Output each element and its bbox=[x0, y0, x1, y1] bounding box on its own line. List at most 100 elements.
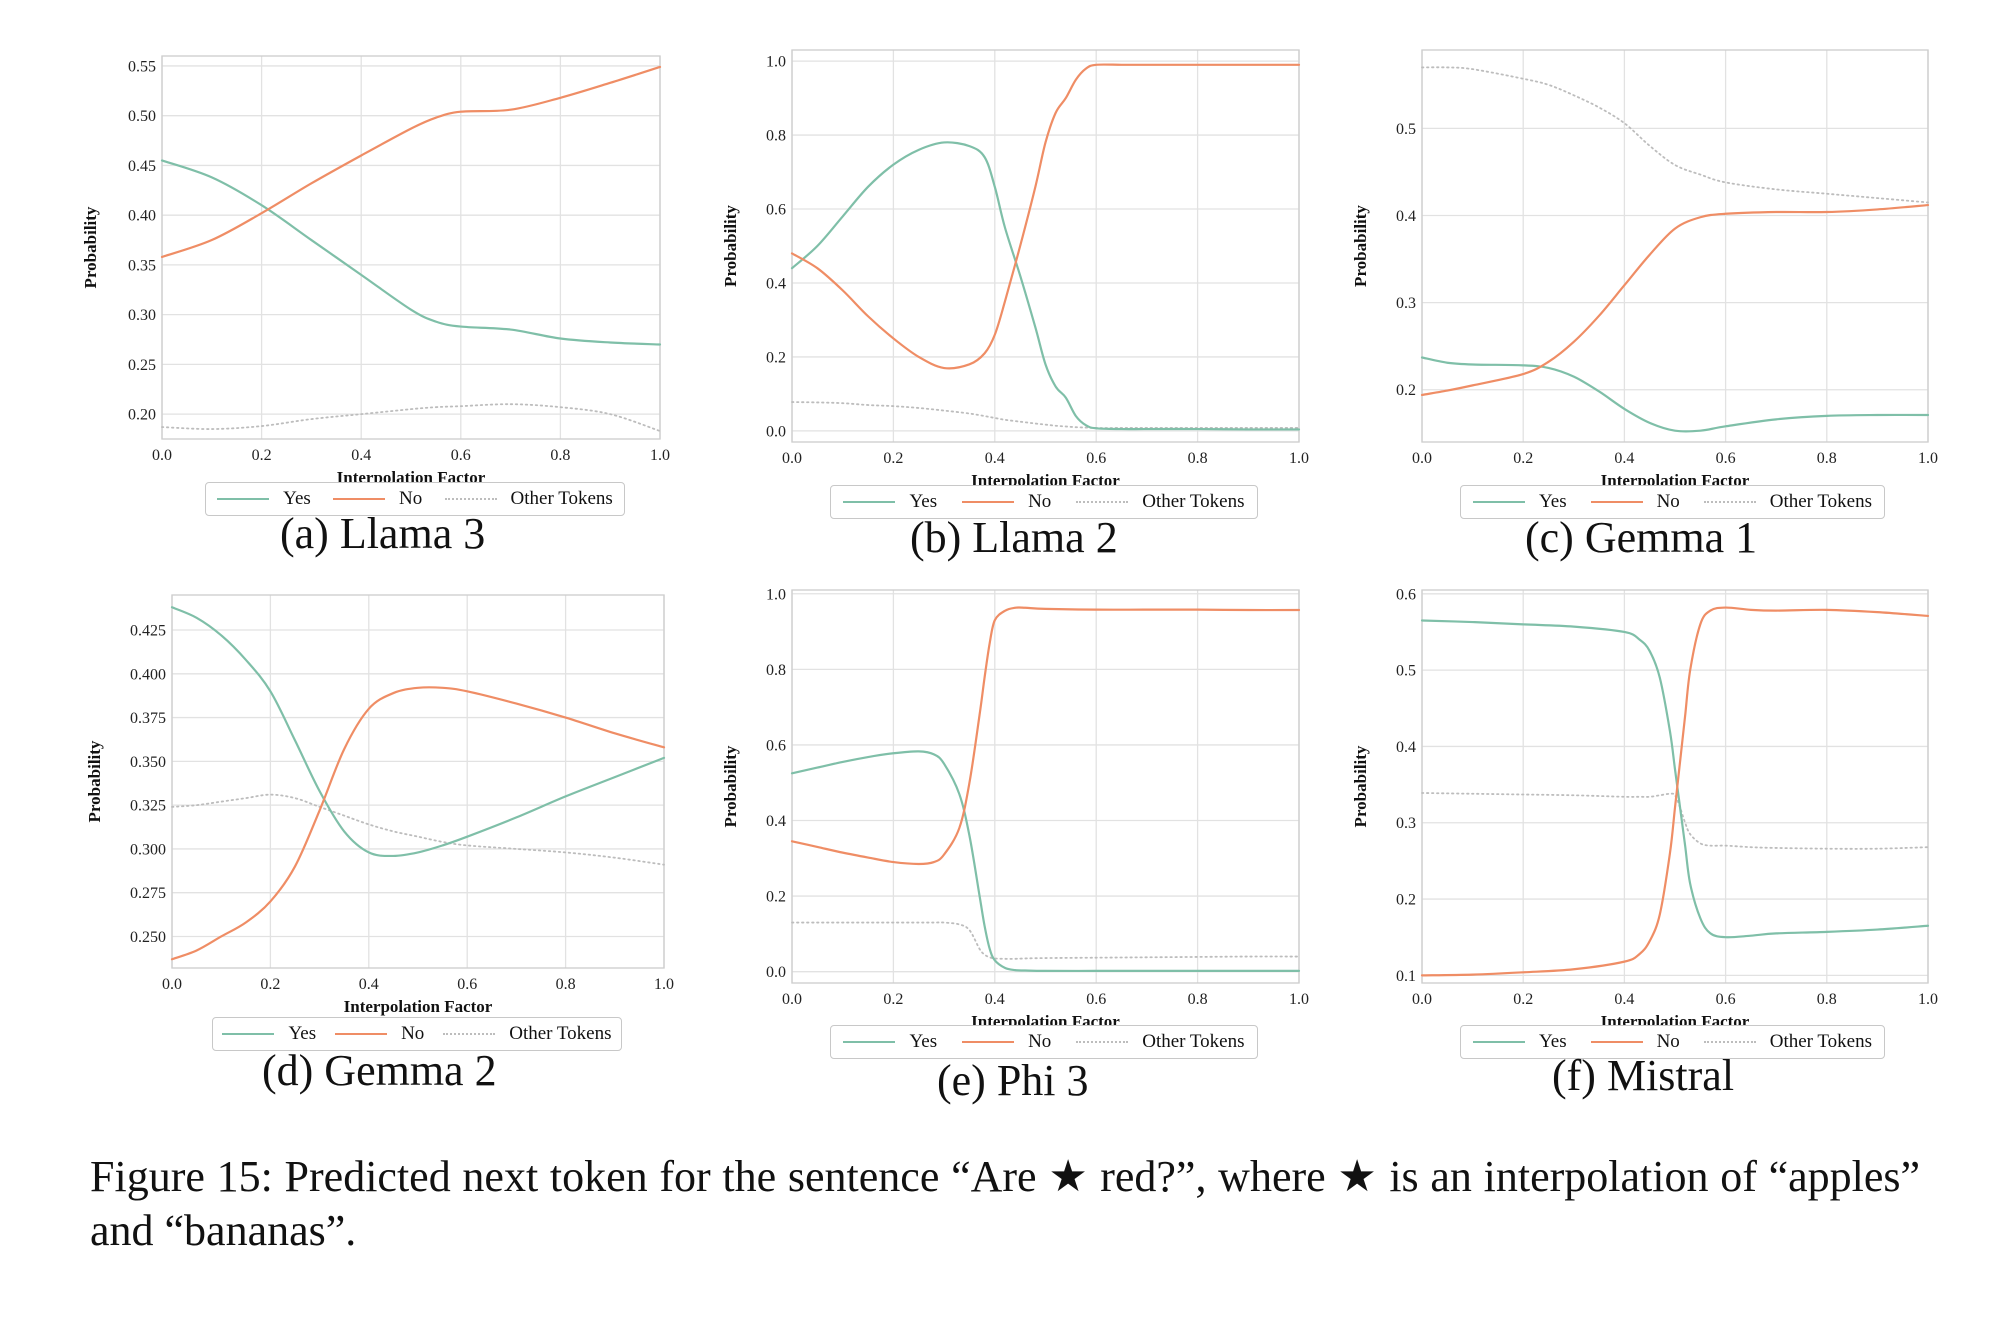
plot-frame bbox=[791, 589, 1300, 984]
x-tick-label: 0.4 bbox=[1614, 450, 1634, 467]
legend-f: Yes No Other Tokens bbox=[1460, 1025, 1885, 1059]
legend-swatch bbox=[843, 1041, 896, 1043]
x-tick-label: 0.4 bbox=[985, 991, 1005, 1008]
y-tick-label: 0.25 bbox=[128, 357, 156, 374]
plot-area bbox=[172, 595, 664, 968]
legend-swatch bbox=[1076, 1041, 1129, 1043]
y-tick-label: 0.5 bbox=[1396, 663, 1416, 680]
series-line-other-tokens bbox=[791, 401, 1300, 429]
legend-entry-yes: Yes bbox=[1472, 1031, 1567, 1053]
y-axis-label: Probability bbox=[721, 745, 740, 827]
y-tick-label: 0.4 bbox=[1396, 208, 1416, 225]
y-tick-label: 0.8 bbox=[766, 662, 786, 679]
legend-e: Yes No Other Tokens bbox=[830, 1025, 1258, 1059]
legend-entry-other-tokens: Other Tokens bbox=[1703, 491, 1873, 513]
legend-entry-yes: Yes bbox=[843, 1031, 937, 1053]
legend-label: No bbox=[1656, 1031, 1680, 1052]
y-axis-label: Probability bbox=[721, 205, 740, 287]
plot-frame bbox=[171, 594, 665, 969]
legend-label: No bbox=[1028, 1031, 1052, 1052]
x-tick-label: 0.6 bbox=[1716, 991, 1736, 1008]
x-tick-label: 0.8 bbox=[556, 976, 576, 993]
legend-entry-other-tokens: Other Tokens bbox=[1703, 1031, 1873, 1053]
y-tick-label: 0.300 bbox=[130, 841, 166, 858]
x-tick-label: 0.2 bbox=[1513, 450, 1533, 467]
x-tick-label: 1.0 bbox=[1918, 450, 1938, 467]
x-tick-label: 1.0 bbox=[654, 976, 674, 993]
plot-frame bbox=[1421, 589, 1929, 984]
legend-swatch bbox=[217, 498, 270, 500]
x-tick-label: 0.4 bbox=[985, 450, 1005, 467]
y-tick-label: 0.6 bbox=[1396, 586, 1416, 603]
y-tick-label: 0.30 bbox=[128, 307, 156, 324]
series-line-yes bbox=[1420, 356, 1930, 433]
x-tick-label: 0.4 bbox=[359, 976, 379, 993]
y-tick-label: 0.6 bbox=[766, 737, 786, 754]
series-line-yes bbox=[170, 606, 666, 858]
legend-swatch bbox=[1472, 1041, 1525, 1043]
x-tick-label: 0.2 bbox=[1513, 991, 1533, 1008]
legend-entry-other-tokens: Other Tokens bbox=[1076, 1031, 1245, 1053]
plot-area bbox=[162, 56, 660, 439]
plot-area bbox=[792, 50, 1299, 442]
y-tick-label: 0.2 bbox=[1396, 382, 1416, 399]
y-axis-label: Probability bbox=[85, 740, 104, 822]
legend-entry-no: No bbox=[1590, 491, 1680, 513]
series-line-no bbox=[170, 686, 666, 961]
figure-caption: Figure 15: Predicted next token for the … bbox=[90, 1150, 1920, 1258]
y-tick-label: 0.375 bbox=[130, 710, 166, 727]
legend-entry-no: No bbox=[335, 1023, 424, 1045]
x-tick-label: 0.8 bbox=[1188, 991, 1208, 1008]
series-line-no bbox=[790, 63, 1301, 370]
caption-suffix: is an interpolation of “apples” and “ban… bbox=[90, 1152, 1921, 1255]
series-line-yes bbox=[1420, 619, 1930, 939]
plot-frame bbox=[1421, 49, 1929, 443]
y-tick-label: 0.40 bbox=[128, 208, 156, 225]
x-tick-label: 0.6 bbox=[451, 447, 471, 464]
legend-label: Other Tokens bbox=[1769, 491, 1873, 512]
legend-swatch bbox=[962, 1041, 1015, 1043]
y-axis-label: Probability bbox=[1351, 205, 1370, 287]
y-tick-label: 0.35 bbox=[128, 257, 156, 274]
x-tick-label: 0.8 bbox=[1817, 991, 1837, 1008]
subcaption-c: (c) Gemma 1 bbox=[1525, 513, 1758, 562]
y-tick-label: 0.0 bbox=[766, 423, 786, 440]
legend-entry-yes: Yes bbox=[222, 1023, 316, 1045]
series-line-yes bbox=[160, 159, 662, 346]
legend-label: Yes bbox=[288, 1023, 317, 1044]
series-line-no bbox=[1420, 203, 1930, 397]
plot-frame bbox=[161, 55, 661, 440]
series-line-no bbox=[1420, 606, 1930, 977]
legend-label: Other Tokens bbox=[1769, 1031, 1873, 1052]
legend-swatch bbox=[333, 498, 386, 500]
legend-entry-other-tokens: Other Tokens bbox=[444, 488, 613, 510]
x-tick-label: 0.4 bbox=[351, 447, 371, 464]
legend-swatch bbox=[1076, 501, 1129, 503]
subcaption-a: (a) Llama 3 bbox=[280, 509, 486, 558]
subcaption-f: (f) Mistral bbox=[1552, 1051, 1735, 1100]
x-tick-label: 0.2 bbox=[252, 447, 272, 464]
legend-swatch bbox=[1590, 1041, 1643, 1043]
chart-svg-b: 0.0 0.2 0.4 0.6 0.8 1.00.00.20.40.60.81.0Inte… bbox=[721, 49, 1309, 490]
legend-entry-yes: Yes bbox=[843, 491, 937, 513]
chart-svg-c: 0.0 0.2 0.4 0.6 0.8 1.00.20.30.40.5Interpolat… bbox=[1351, 49, 1938, 490]
x-tick-label: 0.4 bbox=[1614, 991, 1634, 1008]
legend-label: No bbox=[1028, 491, 1052, 512]
chart-panel-f: 0.0 0.2 0.4 0.6 0.8 1.0 0.1 0.2 0.3 0.4 0.5 0.6 Inte… bbox=[1350, 580, 1948, 1043]
x-tick-label: 0.0 bbox=[152, 447, 172, 464]
y-tick-label: 0.425 bbox=[130, 623, 166, 640]
x-tick-label: 0.0 bbox=[1412, 991, 1432, 1008]
series-line-yes bbox=[790, 141, 1301, 431]
legend-label: No bbox=[399, 488, 423, 509]
x-tick-label: 1.0 bbox=[1289, 991, 1309, 1008]
y-axis-label: Probability bbox=[81, 206, 100, 288]
chart-svg-f: 0.0 0.2 0.4 0.6 0.8 1.00.10.20.30.40.50.6Inte… bbox=[1351, 586, 1938, 1031]
chart-svg-a: 0.0 0.2 0.4 0.6 0.8 1.0 0.20 0.25 0.30 0.35 0.40 0.… bbox=[81, 55, 670, 487]
chart-svg-e: 0.0 0.2 0.4 0.6 0.8 1.00.00.20.40.60.81.0Inte… bbox=[721, 586, 1309, 1031]
x-tick-label: 0.8 bbox=[1188, 450, 1208, 467]
legend-c: Yes No Other Tokens bbox=[1460, 485, 1885, 519]
x-tick-label: 1.0 bbox=[1289, 450, 1309, 467]
chart-svg-d: 0.0 0.2 0.4 0.6 0.8 1.0 0.250 0.275 0.300 0.325 0.… bbox=[85, 594, 674, 1016]
legend-entry-yes: Yes bbox=[217, 488, 311, 510]
x-tick-label: 0.6 bbox=[1716, 450, 1736, 467]
